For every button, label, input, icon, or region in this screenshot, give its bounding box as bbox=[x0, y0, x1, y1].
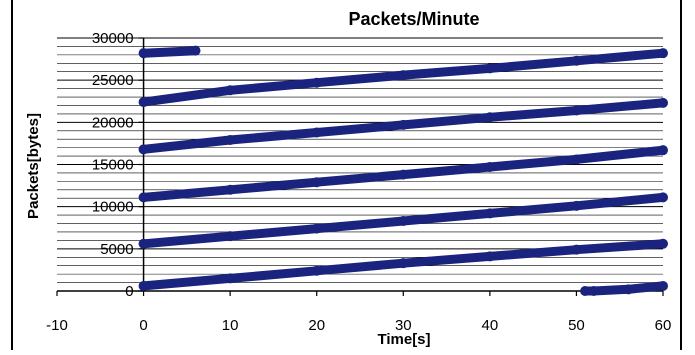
y-axis-label: Packets[bytes] bbox=[25, 113, 42, 219]
x-tick-label: 20 bbox=[308, 317, 325, 334]
y-tick-label: 20000 bbox=[92, 114, 134, 131]
x-tick-label: 50 bbox=[568, 317, 585, 334]
x-tick-label: 30 bbox=[395, 317, 412, 334]
axis-layer: 0 5000 10000 15000 20000 25000 30000 -10 0 10 20 30… bbox=[46, 30, 671, 334]
data-layer bbox=[138, 45, 668, 296]
y-tick-label: 0 bbox=[125, 283, 133, 300]
data-band bbox=[139, 48, 668, 107]
data-band bbox=[139, 192, 668, 249]
x-tick-label: 60 bbox=[655, 317, 672, 334]
data-band bbox=[139, 145, 668, 202]
label-layer: Packets/Minute Time[s] Packets[bytes] bbox=[25, 9, 480, 348]
x-tick-label: 40 bbox=[482, 317, 499, 334]
chart-title: Packets/Minute bbox=[348, 9, 479, 29]
data-band bbox=[139, 46, 200, 58]
y-tick-label: 15000 bbox=[92, 157, 134, 174]
data-band bbox=[139, 239, 668, 291]
data-band bbox=[580, 281, 668, 296]
y-tick-label: 30000 bbox=[92, 30, 134, 47]
x-tick-label: -10 bbox=[46, 317, 68, 334]
grid-layer bbox=[57, 37, 663, 292]
x-axis-label: Time[s] bbox=[377, 331, 430, 348]
x-tick-label: 10 bbox=[222, 317, 239, 334]
y-tick-label: 10000 bbox=[92, 199, 134, 216]
x-tick-label: 0 bbox=[139, 317, 147, 334]
y-tick-label: 5000 bbox=[100, 241, 133, 258]
y-tick-label: 25000 bbox=[92, 72, 134, 89]
data-band bbox=[139, 98, 668, 154]
